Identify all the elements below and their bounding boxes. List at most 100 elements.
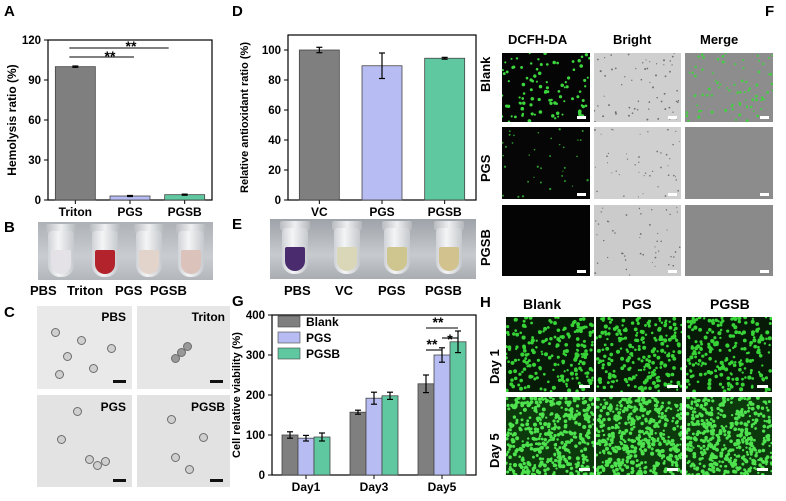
cell-dot bbox=[594, 272, 597, 274]
cell-dot bbox=[640, 421, 644, 426]
cell-dot bbox=[739, 428, 744, 433]
cell-dot bbox=[660, 100, 663, 103]
cell-dot bbox=[540, 437, 544, 441]
cell-dot bbox=[562, 444, 567, 448]
cell-dot bbox=[584, 352, 589, 357]
cell-dot bbox=[676, 388, 679, 391]
cell-dot bbox=[557, 378, 562, 382]
cell-dot bbox=[603, 343, 607, 347]
cell-dot bbox=[506, 345, 508, 349]
cell-dot bbox=[585, 371, 590, 375]
cell-dot bbox=[638, 429, 642, 434]
legend-swatch-pgsb bbox=[277, 347, 301, 360]
cell-dot bbox=[712, 419, 716, 423]
cell-dot bbox=[596, 471, 601, 475]
cell-dot bbox=[538, 457, 543, 461]
cell-dot bbox=[627, 452, 630, 456]
cell-dots bbox=[685, 53, 773, 122]
cell-dot bbox=[577, 397, 581, 401]
cell-dot bbox=[765, 330, 770, 335]
cell-dot bbox=[643, 448, 648, 452]
cell-dot bbox=[606, 220, 609, 223]
cell-dot bbox=[644, 417, 648, 421]
cell-dot bbox=[609, 397, 613, 400]
cell-dot bbox=[694, 355, 698, 359]
cell-dot bbox=[588, 333, 592, 337]
cell-dots bbox=[502, 128, 589, 198]
cell-dot bbox=[695, 466, 700, 471]
cell-dot bbox=[702, 421, 706, 425]
cell-dot bbox=[710, 431, 715, 436]
y-tick-label: 100 bbox=[262, 45, 281, 57]
cell-dot bbox=[614, 111, 617, 114]
cell-dot bbox=[733, 344, 737, 348]
cell-dot bbox=[597, 348, 601, 353]
cell-dot bbox=[679, 425, 682, 430]
cell-dot bbox=[607, 362, 612, 366]
cell-dot bbox=[752, 338, 757, 343]
cell-dot bbox=[525, 76, 529, 80]
legend-swatch-pgs bbox=[277, 331, 301, 344]
sig-mark-pgs-pgsb: * bbox=[447, 331, 453, 347]
cell-dot bbox=[642, 355, 646, 360]
cell-dot bbox=[644, 363, 649, 367]
cell-dot bbox=[528, 463, 532, 467]
tube-label-pgs: PGS bbox=[115, 283, 143, 298]
cell-dot bbox=[574, 373, 578, 376]
cell-dot bbox=[644, 68, 647, 70]
cell-dot bbox=[667, 165, 669, 167]
cell-dot bbox=[515, 347, 518, 351]
cell-dot bbox=[749, 368, 753, 373]
cell-dot bbox=[640, 430, 644, 433]
cell-dot bbox=[519, 411, 522, 415]
cell-dot bbox=[761, 414, 766, 418]
cell-dot bbox=[663, 338, 668, 343]
cell-dot bbox=[533, 74, 537, 78]
cell-dot bbox=[504, 61, 507, 64]
cell-dot bbox=[591, 423, 594, 426]
cell-dot bbox=[660, 411, 664, 416]
cell-dot bbox=[627, 421, 631, 424]
cell-dot bbox=[619, 440, 622, 444]
cell-dot bbox=[621, 318, 626, 323]
cell-dot bbox=[543, 438, 547, 442]
cell-dot bbox=[760, 465, 763, 469]
cell-dot bbox=[610, 358, 614, 363]
cell-dot bbox=[647, 399, 652, 404]
cell-dot bbox=[508, 467, 513, 471]
cell-dot bbox=[598, 359, 603, 364]
cell-dot bbox=[526, 384, 531, 389]
cell-dot bbox=[588, 406, 591, 409]
cell-dot bbox=[619, 434, 624, 439]
cell-dot bbox=[677, 100, 680, 102]
cell-dot bbox=[747, 406, 751, 410]
ros-blank-dcfh bbox=[502, 53, 590, 122]
cell-dot bbox=[532, 473, 537, 475]
cell-dot bbox=[598, 334, 602, 339]
cell-dot bbox=[597, 223, 600, 225]
cell-dot bbox=[651, 439, 656, 443]
cell-dot bbox=[533, 377, 537, 381]
cell-dot bbox=[663, 351, 667, 354]
cell-dot bbox=[653, 424, 658, 429]
cell-dot bbox=[624, 259, 627, 261]
cell-dot bbox=[655, 63, 658, 65]
cell-dot bbox=[669, 407, 673, 411]
cell-dot bbox=[628, 366, 632, 370]
cell-dot bbox=[529, 400, 534, 404]
cell-dot bbox=[520, 401, 524, 405]
cell-dot bbox=[524, 317, 527, 320]
cell-dot bbox=[724, 429, 727, 432]
cell-dot bbox=[629, 400, 633, 404]
cell-dot bbox=[536, 403, 541, 408]
cell-dot bbox=[686, 385, 689, 389]
cell-dot bbox=[564, 180, 566, 182]
cell-dot bbox=[722, 472, 726, 475]
cell-dot bbox=[660, 152, 662, 154]
cell-dot bbox=[546, 440, 549, 444]
cell-dot bbox=[637, 368, 641, 372]
cell-dot bbox=[646, 67, 649, 70]
cell-dot bbox=[521, 397, 526, 400]
cell-dot bbox=[758, 457, 763, 462]
cell-dot bbox=[533, 148, 536, 151]
